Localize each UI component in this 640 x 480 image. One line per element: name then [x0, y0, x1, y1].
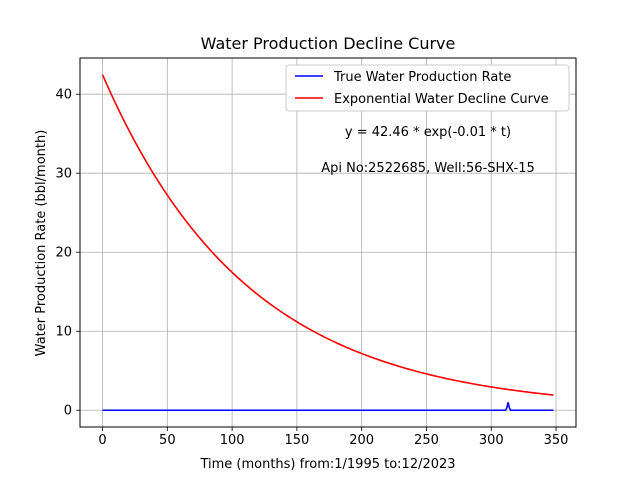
- well-annotation: Api No:2522685, Well:56-SHX-15: [321, 161, 535, 176]
- y-tick-label: 10: [55, 325, 72, 340]
- x-tick-label: 350: [544, 433, 569, 448]
- y-tick-label: 40: [55, 88, 72, 103]
- equation-annotation: y = 42.46 * exp(-0.01 * t): [345, 125, 511, 140]
- legend-box: [285, 64, 570, 112]
- axis-ticks: 0 50 100 150 200 250 300 350 0 10 20 30 40: [55, 88, 568, 448]
- series-lines: [101, 74, 554, 412]
- x-tick-label: 0: [98, 433, 106, 448]
- decline-curve-line: [101, 74, 554, 396]
- x-tick-label: 100: [220, 433, 245, 448]
- x-tick-label: 50: [159, 433, 176, 448]
- x-axis-label: Time (months) from:1/1995 to:12/2023: [199, 457, 455, 472]
- x-tick-label: 200: [349, 433, 374, 448]
- legend-label-decline-curve: Exponential Water Decline Curve: [334, 92, 549, 107]
- y-tick-label: 20: [55, 246, 72, 261]
- y-tick-label: 30: [55, 167, 72, 182]
- legend: True Water Production Rate Exponential W…: [285, 64, 570, 112]
- legend-label-true-rate: True Water Production Rate: [333, 70, 511, 85]
- plot-area: [80, 58, 576, 427]
- chart-title: Water Production Decline Curve: [201, 34, 456, 53]
- y-axis-label: Water Production Rate (bbl/month): [34, 130, 49, 357]
- x-tick-label: 250: [414, 433, 439, 448]
- true-rate-line: [102, 402, 554, 412]
- plot-frame: [79, 57, 577, 428]
- y-tick-label: 0: [64, 404, 72, 419]
- x-tick-label: 150: [284, 433, 309, 448]
- x-tick-label: 300: [479, 433, 504, 448]
